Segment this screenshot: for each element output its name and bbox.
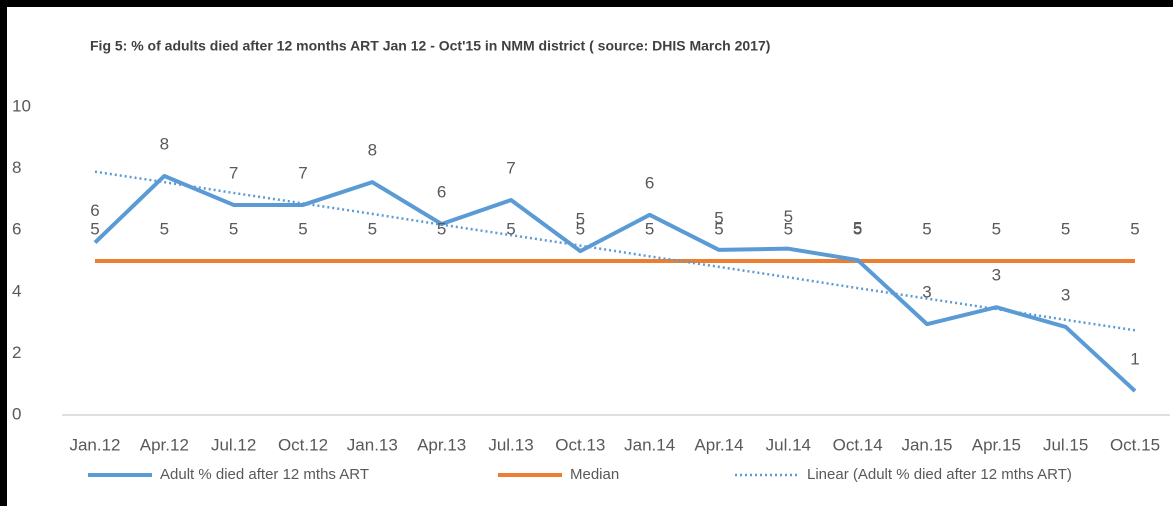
x-tick-label: Oct.15 [1110,435,1160,454]
x-tick-label: Jan.12 [69,435,120,454]
data-label: 3 [1061,285,1070,304]
data-label: 5 [1061,219,1070,238]
data-label: 5 [90,219,99,238]
data-label: 5 [992,219,1001,238]
data-label: 1 [1130,349,1139,368]
x-tick-label: Apr.14 [694,435,743,454]
data-label: 8 [160,134,169,153]
x-tick-label: Apr.13 [417,435,466,454]
data-label: 5 [576,210,585,229]
data-label: 5 [784,207,793,226]
data-label: 5 [714,219,723,238]
x-tick-label: Jul.14 [766,435,811,454]
x-tick-label: Apr.15 [972,435,1021,454]
y-tick-label: 4 [12,281,21,300]
x-tick-label: Apr.12 [140,435,189,454]
series-line [93,173,1137,393]
legend-label: Adult % died after 12 mths ART [160,466,369,483]
series-line [94,170,1136,332]
data-label: 5 [160,219,169,238]
x-tick-label: Jan.13 [347,435,398,454]
y-tick-label: 2 [12,343,21,362]
data-label: 8 [368,141,377,160]
data-label: 6 [645,173,654,192]
legend-label: Median [570,466,619,483]
data-label: 6 [437,183,446,202]
data-label: 5 [368,219,377,238]
data-label: 5 [576,219,585,238]
data-label: 5 [298,219,307,238]
x-tick-label: Jul.12 [211,435,256,454]
x-tick-label: Oct.14 [833,435,883,454]
data-label: 5 [437,219,446,238]
data-label: 7 [506,159,515,178]
data-label: 5 [853,219,862,238]
data-label: 5 [506,219,515,238]
data-label: 5 [645,219,654,238]
legend-label: Linear (Adult % died after 12 mths ART) [807,466,1072,483]
y-tick-label: 8 [12,158,21,177]
x-tick-label: Oct.12 [278,435,328,454]
x-tick-label: Jul.13 [488,435,533,454]
data-label: 5 [853,219,862,238]
data-label: 5 [784,219,793,238]
data-label: 5 [229,219,238,238]
data-label: 5 [1130,219,1139,238]
data-label: 3 [992,266,1001,285]
data-label: 5 [922,219,931,238]
data-label: 7 [229,163,238,182]
data-label: 6 [90,201,99,220]
x-tick-label: Jan.15 [901,435,952,454]
y-tick-label: 6 [12,220,21,239]
chart-title: Fig 5: % of adults died after 12 months … [90,38,770,54]
x-tick-label: Jul.15 [1043,435,1088,454]
data-label: 5 [714,208,723,227]
data-label: 7 [298,163,307,182]
x-tick-label: Oct.13 [555,435,605,454]
y-tick-label: 10 [12,96,31,115]
x-tick-label: Jan.14 [624,435,675,454]
data-label: 3 [922,283,931,302]
y-tick-label: 0 [12,404,21,423]
